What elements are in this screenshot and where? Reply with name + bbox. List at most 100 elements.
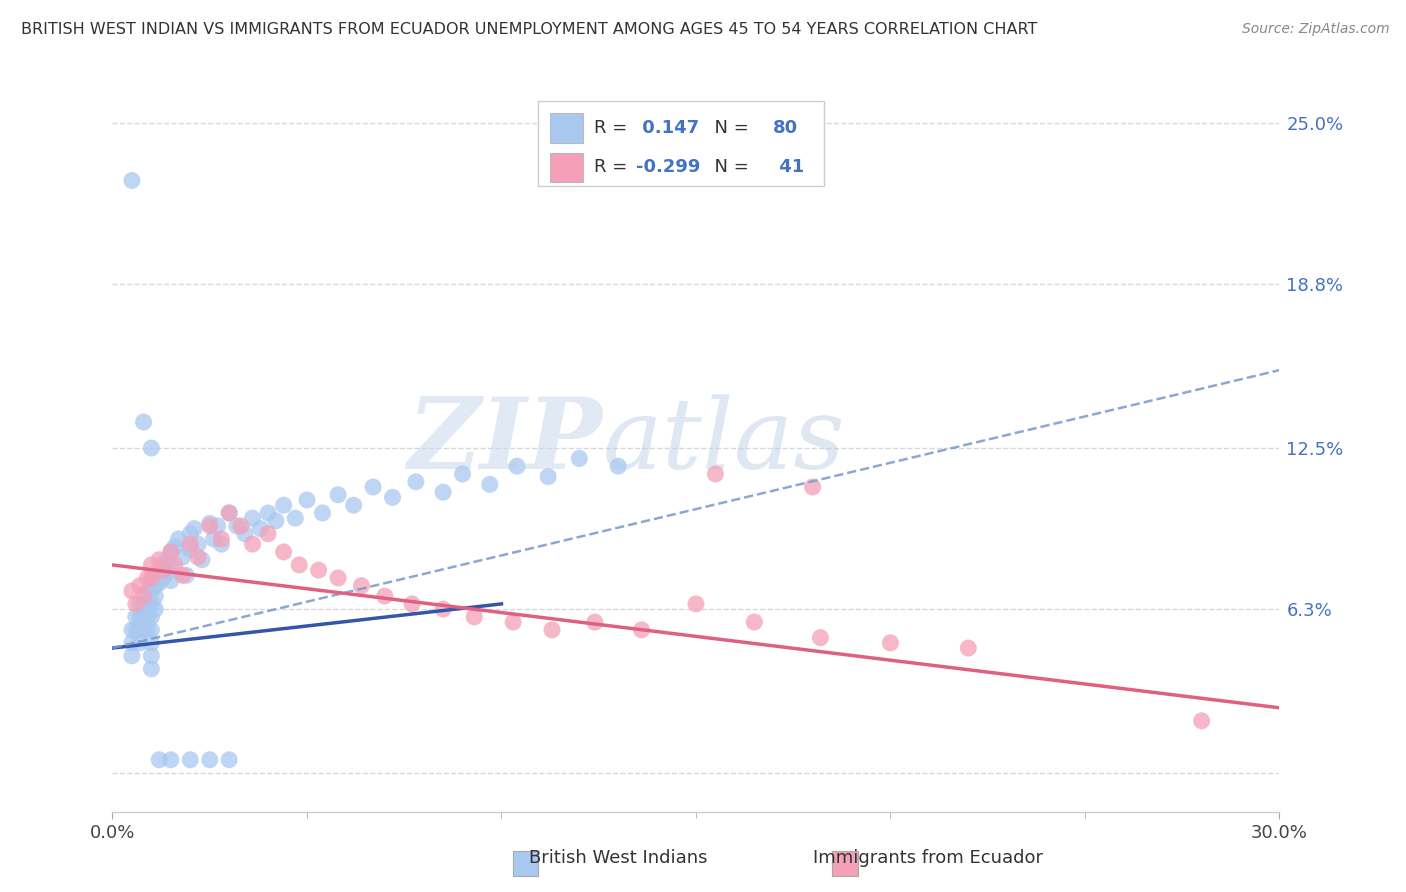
Point (209, 537, 232, 551)
Point (242, 511, 264, 525)
Point (132, 610, 155, 624)
Point (187, 537, 209, 551)
Point (685, 597, 707, 611)
Point (141, 610, 163, 624)
Text: ZIP: ZIP (408, 393, 603, 490)
Point (432, 602, 454, 616)
Point (141, 583, 163, 598)
Point (132, 623, 155, 637)
Point (284, 511, 307, 525)
Text: -0.299: -0.299 (637, 159, 700, 177)
Point (121, 583, 143, 598)
Point (187, 550, 209, 565)
Point (172, 568, 194, 582)
Point (744, 615, 766, 629)
Point (374, 589, 396, 603)
Text: 41: 41 (773, 159, 804, 177)
Point (801, 480, 824, 494)
Point (207, 519, 229, 533)
Point (152, 571, 174, 585)
Point (308, 563, 330, 577)
Point (257, 506, 280, 520)
Text: Immigrants from Ecuador: Immigrants from Ecuador (813, 849, 1043, 867)
Point (295, 493, 318, 508)
Point (242, 537, 264, 551)
Point (132, 597, 155, 611)
FancyBboxPatch shape (538, 101, 824, 186)
Point (463, 610, 485, 624)
Point (143, 579, 166, 593)
Point (141, 597, 163, 611)
Point (191, 553, 214, 567)
Text: British West Indians: British West Indians (530, 849, 707, 867)
Point (537, 469, 560, 483)
Point (326, 488, 349, 502)
Point (167, 532, 190, 546)
Point (506, 459, 529, 474)
Text: R =: R = (595, 159, 634, 177)
Point (121, 623, 143, 637)
Point (607, 459, 630, 474)
Point (121, 173, 143, 187)
Point (160, 558, 183, 572)
Point (160, 545, 183, 559)
Point (141, 558, 163, 572)
Point (136, 623, 159, 637)
Text: N =: N = (703, 120, 755, 137)
Point (1191, 714, 1213, 728)
Point (381, 491, 404, 505)
Point (136, 571, 159, 585)
Text: Source: ZipAtlas.com: Source: ZipAtlas.com (1241, 22, 1389, 37)
Point (401, 597, 423, 611)
Point (179, 542, 201, 557)
Point (432, 485, 454, 500)
Point (179, 537, 201, 551)
Point (202, 532, 225, 546)
Point (810, 631, 832, 645)
Point (183, 522, 205, 536)
Point (704, 467, 727, 481)
Point (179, 753, 201, 767)
Point (198, 519, 221, 533)
Point (141, 648, 163, 663)
Point (136, 583, 159, 598)
Text: 80: 80 (773, 120, 799, 137)
Point (361, 480, 384, 494)
Point (148, 576, 170, 591)
Point (326, 571, 349, 585)
Point (141, 571, 163, 585)
Point (128, 610, 150, 624)
Point (257, 526, 280, 541)
Point (160, 574, 183, 588)
Point (143, 602, 166, 616)
Point (218, 506, 240, 520)
Point (136, 597, 159, 611)
Point (198, 753, 221, 767)
Point (229, 519, 252, 533)
Point (264, 514, 287, 528)
Text: BRITISH WEST INDIAN VS IMMIGRANTS FROM ECUADOR UNEMPLOYMENT AMONG AGES 45 TO 54 : BRITISH WEST INDIAN VS IMMIGRANTS FROM E… (21, 22, 1038, 37)
Point (148, 753, 170, 767)
Point (478, 477, 501, 491)
Point (141, 441, 163, 455)
Point (125, 597, 148, 611)
Point (273, 545, 295, 559)
FancyBboxPatch shape (550, 113, 582, 143)
Point (156, 553, 179, 567)
Point (568, 451, 591, 466)
Point (143, 589, 166, 603)
Point (249, 522, 271, 536)
Point (128, 597, 150, 611)
Point (141, 636, 163, 650)
Point (128, 636, 150, 650)
Point (451, 467, 474, 481)
FancyBboxPatch shape (550, 153, 582, 182)
Point (160, 545, 183, 559)
Point (148, 563, 170, 577)
Point (132, 415, 155, 429)
Point (160, 753, 183, 767)
Point (141, 571, 163, 585)
Point (128, 579, 150, 593)
Point (176, 568, 198, 582)
Point (311, 506, 333, 520)
